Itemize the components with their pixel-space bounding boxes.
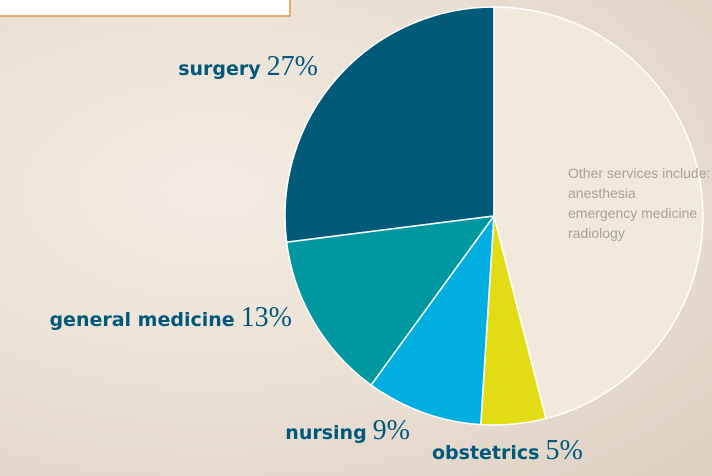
category-label: surgery	[178, 58, 261, 80]
slice-label: surgery 27%	[178, 51, 318, 82]
annotation-title: Other services include:	[568, 165, 710, 181]
pie-slice	[284, 6, 495, 244]
value-label: 13%	[241, 302, 292, 333]
category-label: obstetrics	[432, 442, 539, 464]
slice-label: obstetrics 5%	[432, 435, 583, 466]
value-label: 5%	[545, 435, 582, 466]
pie-slice	[370, 213, 495, 426]
header-box	[0, 0, 291, 17]
value-label: 27%	[267, 51, 318, 82]
category-label: general medicine	[49, 309, 234, 331]
pie-slice	[493, 6, 704, 420]
value-label: 9%	[373, 415, 410, 446]
annotation-item: anesthesia	[568, 185, 636, 201]
category-label: nursing	[285, 422, 366, 444]
slice-label: nursing 9%	[285, 415, 410, 446]
pie-slice	[285, 215, 496, 387]
annotation-item: emergency medicine	[568, 205, 697, 221]
annotation-item: radiology	[568, 225, 625, 241]
slice-label: general medicine 13%	[49, 302, 292, 333]
